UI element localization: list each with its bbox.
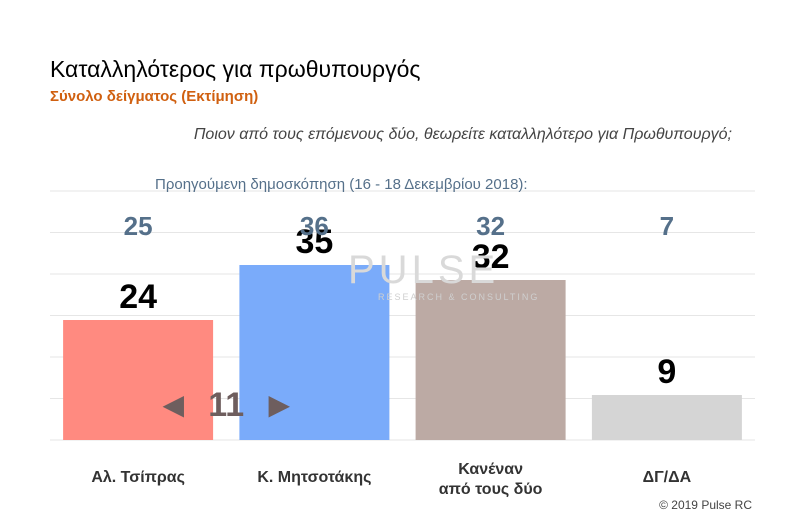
previous-value-label: 36: [300, 211, 329, 241]
survey-question: Ποιον από τους επόμενους δύο, θεωρείτε κ…: [193, 126, 732, 143]
chart-subtitle: Σύνολο δείγματος (Εκτίμηση): [50, 88, 259, 105]
copyright-text: © 2019 Pulse RC: [659, 498, 752, 512]
arrow-left-icon: ◀: [162, 388, 184, 421]
watermark-logo-text: PULSE: [348, 248, 500, 292]
bar: [63, 320, 214, 440]
previous-value-label: 32: [476, 211, 505, 241]
category-label: ΔΓ/ΔΑ: [643, 469, 692, 486]
chart-title: Καταλληλότερος για πρωθυπουργός: [50, 56, 421, 82]
pulse-watermark-logo: PULSE RESEARCH & CONSULTING: [348, 248, 539, 302]
bar-value-label: 24: [119, 278, 157, 316]
gap-annotation-label: 11: [208, 386, 244, 424]
previous-value-label: 25: [124, 211, 153, 241]
bar-value-label: 35: [295, 223, 333, 261]
category-label: από τους δύο: [439, 481, 543, 498]
arrow-right-icon: ▶: [268, 388, 290, 421]
category-label: Αλ. Τσίπρας: [91, 469, 185, 486]
watermark-tagline: RESEARCH & CONSULTING: [378, 292, 540, 302]
bar: [239, 265, 390, 440]
bar-value-label: 9: [657, 353, 676, 391]
category-label: Κ. Μητσοτάκης: [257, 469, 371, 486]
previous-poll-label: Προηγούμενη δημοσκόπηση (16 - 18 Δεκεμβρ…: [155, 176, 528, 193]
category-label: Κανέναν: [458, 461, 523, 478]
bar: [591, 395, 742, 440]
bar-value-label: 32: [472, 238, 510, 276]
previous-value-label: 7: [660, 211, 674, 241]
bar: [415, 280, 566, 440]
